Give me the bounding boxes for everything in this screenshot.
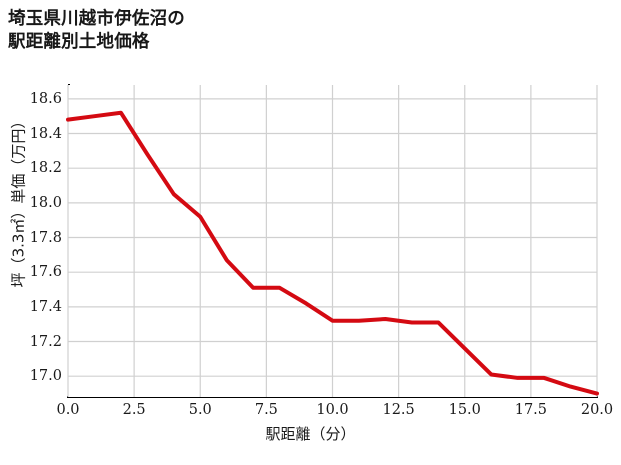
page-title: 埼玉県川越市伊佐沼の 駅距離別土地価格: [8, 9, 185, 53]
x-axis-label: 駅距離（分）: [265, 425, 356, 443]
y-axis-tick-label: 17.6: [29, 264, 62, 281]
y-axis-tick-label: 18.4: [29, 125, 62, 142]
y-axis-tick-label: 17.0: [29, 368, 62, 385]
data-series-layer: [66, 110, 599, 396]
x-axis-tick-label: 15.0: [448, 402, 481, 418]
y-axis-tick-label: 18.2: [29, 160, 62, 177]
plot-area: [66, 85, 599, 397]
x-axis-tick-label: 10.0: [316, 402, 349, 418]
y-axis-label: 坪（3.3㎡）単価（万円）: [9, 113, 28, 288]
y-axis-tick-label: 18.6: [29, 90, 62, 107]
x-axis-tick-label: 7.5: [254, 402, 278, 418]
x-axis-tick-label: 20.0: [580, 402, 614, 418]
x-axis-tick-label: 0.0: [56, 402, 80, 418]
data-series-line: [66, 110, 599, 396]
y-axis-tick-label: 18.0: [29, 194, 62, 211]
x-axis-tick-label: 17.5: [514, 402, 548, 418]
x-axis-tick-label: 5.0: [188, 402, 212, 418]
y-axis-tick-labels: 17.0 17.2 17.4 17.6 17.8 18.0 18.2 18.4 18.6: [0, 0, 62, 465]
x-axis-spine: [67, 396, 598, 399]
y-axis-tick-label: 17.8: [29, 229, 62, 246]
y-axis-tick-label: 17.4: [29, 298, 62, 315]
y-axis-tick-label: 17.2: [29, 333, 62, 350]
x-axis-tick-label: 12.5: [382, 402, 415, 418]
x-axis-tick-label: 2.5: [122, 402, 146, 418]
